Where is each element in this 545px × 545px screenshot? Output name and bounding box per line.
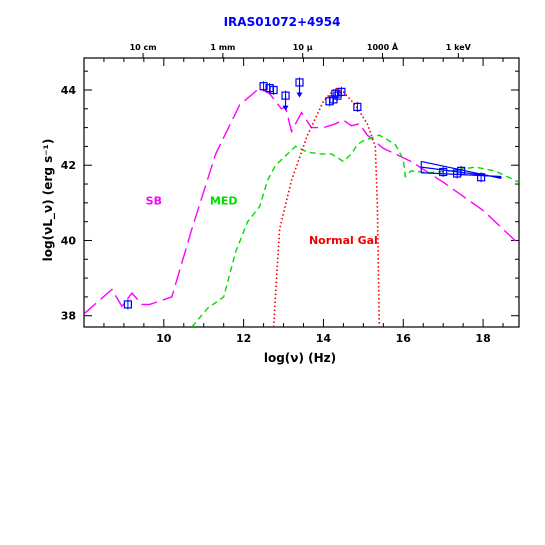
top-axis-label: 1 keV	[446, 43, 472, 52]
series-sb-line	[84, 87, 519, 315]
data-point	[123, 299, 132, 310]
x-tick-label: 12	[236, 332, 251, 345]
x-tick-label: 16	[396, 332, 412, 345]
data-point	[457, 165, 466, 176]
series-label-med: MED	[210, 195, 238, 208]
data-point	[476, 172, 486, 183]
x-tick-label: 14	[316, 332, 332, 345]
series-label-sb: SB	[146, 195, 162, 208]
data-point	[337, 86, 346, 97]
y-tick-label: 42	[61, 159, 76, 172]
top-axis-label: 1000 Å	[367, 42, 399, 52]
data-point	[439, 166, 448, 177]
top-axis-label: 10 cm	[130, 43, 157, 52]
y-axis-label: log(νL_ν) (erg s⁻¹)	[41, 139, 56, 262]
x-axis-label: log(ν) (Hz)	[264, 351, 336, 365]
upper-limit-arrow-icon	[296, 92, 303, 98]
data-point	[269, 84, 278, 95]
plot-frame	[83, 57, 520, 328]
x-tick-label: 18	[475, 332, 490, 345]
series-label-normal-gal: Normal Gal	[309, 234, 378, 247]
y-tick-label: 40	[61, 234, 77, 247]
x-tick-label: 10	[156, 332, 172, 345]
top-axis-label: 1 mm	[210, 43, 235, 52]
y-tick-label: 44	[61, 84, 77, 97]
chart-title: IRAS01072+4954	[224, 15, 341, 29]
data-point	[353, 101, 362, 112]
data-point	[295, 77, 304, 98]
series-med-line	[191, 134, 519, 327]
upper-limit-arrow-icon	[282, 105, 289, 111]
data-point	[331, 88, 340, 99]
data-point	[259, 81, 268, 92]
data-point	[281, 90, 290, 111]
top-axis-label: 10 μ	[293, 43, 313, 52]
y-tick-label: 38	[61, 310, 76, 323]
